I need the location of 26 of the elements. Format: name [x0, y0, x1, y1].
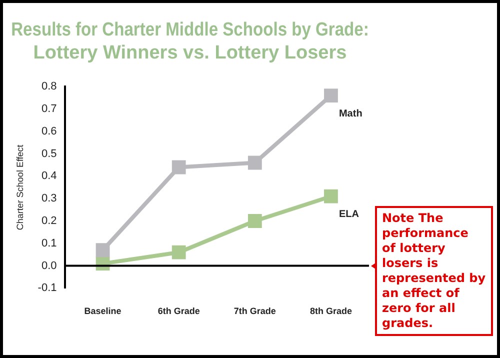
series-label: ELA — [338, 209, 359, 220]
point — [248, 214, 262, 228]
x-tick-label: 7th Grade — [234, 306, 276, 316]
x-tick-label: 6th Grade — [158, 306, 200, 316]
point — [324, 88, 338, 103]
x-tick-label: Baseline — [84, 306, 122, 316]
point — [172, 245, 186, 260]
y-tick-label: 0.4 — [41, 170, 57, 182]
point — [248, 156, 262, 170]
ref-line-label: Note The performance of lottery losers is represented by an effect of zero for all grades. — [375, 206, 493, 336]
y-tick-label: 0.0 — [41, 260, 57, 272]
point — [96, 243, 110, 258]
y-tick-label: -0.1 — [38, 282, 57, 294]
y-tick-label: 0.6 — [41, 125, 57, 138]
point — [172, 160, 186, 174]
y-tick-label: 0.7 — [41, 103, 57, 116]
y-axis-title: Charter School Effect — [14, 144, 25, 230]
series-label: Math — [338, 108, 362, 120]
y-tick-label: 0.8 — [41, 80, 57, 93]
y-tick-label: 0.1 — [41, 237, 57, 250]
y-tick-label: 0.5 — [41, 148, 57, 160]
y-tick-label: 0.3 — [41, 192, 57, 205]
chart-title: Results for Charter Middle Schools by Grade: Lottery Winners vs. Lottery Losers — [11, 18, 369, 64]
y-tick-label: 0.2 — [41, 215, 57, 228]
x-tick-label: 8th Grade — [310, 306, 352, 316]
point — [324, 189, 338, 204]
